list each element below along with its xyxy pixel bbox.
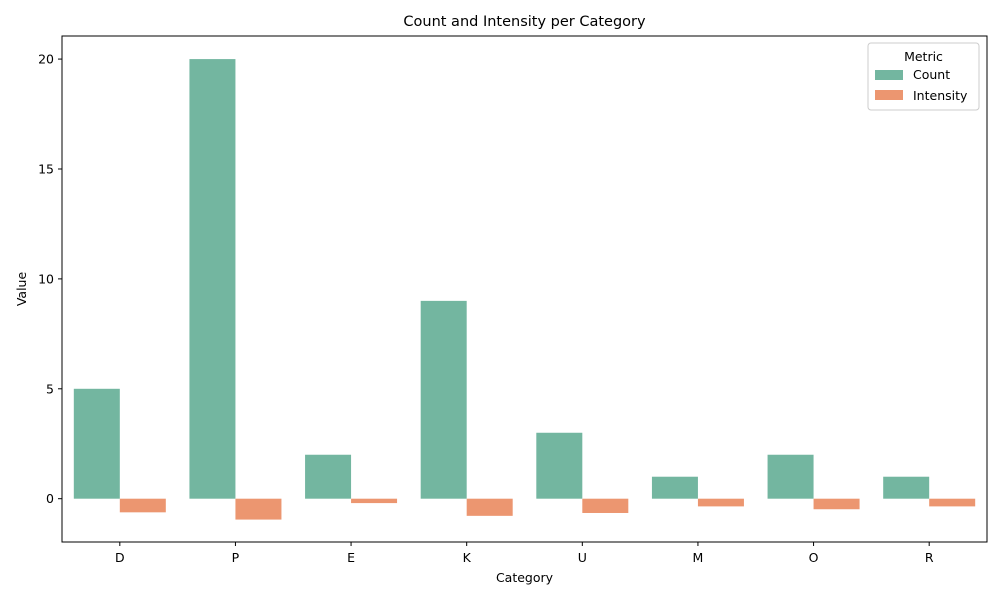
plot-frame: [61, 35, 988, 543]
bar-intensity-u: [582, 498, 629, 513]
x-tick-label-p: P: [232, 550, 240, 565]
bar-count-r: [883, 476, 930, 499]
legend-label-intensity: Intensity: [913, 88, 968, 103]
x-tick-label-e: E: [347, 550, 355, 565]
bar-intensity-k: [466, 498, 513, 516]
bar-count-e: [305, 454, 352, 499]
y-tick-label: 20: [38, 52, 54, 67]
x-tick-label-k: K: [463, 550, 472, 565]
bar-count-k: [420, 300, 467, 499]
x-tick-label-u: U: [578, 550, 587, 565]
y-axis-ticks: 0 5 10 15 20: [38, 52, 62, 506]
bar-intensity-d: [119, 498, 166, 513]
x-axis-label: Category: [496, 570, 554, 585]
y-tick-label: 15: [38, 161, 54, 176]
bar-intensity-e: [351, 498, 398, 504]
x-tick-label-o: O: [809, 550, 819, 565]
y-tick-label: 0: [46, 491, 54, 506]
chart-title: Count and Intensity per Category: [403, 14, 646, 30]
bar-intensity-o: [813, 498, 860, 510]
bar-intensity-r: [929, 498, 976, 507]
bar-count-p: [189, 59, 236, 499]
x-tick-label-m: M: [693, 550, 704, 565]
legend-swatch-count: [875, 70, 903, 80]
y-tick-label: 10: [38, 271, 54, 286]
bar-intensity-m: [697, 498, 744, 507]
x-tick-label-r: R: [925, 550, 934, 565]
bar-count-o: [767, 454, 814, 499]
bar-count-u: [536, 432, 583, 499]
x-tick-label-d: D: [115, 550, 125, 565]
legend: Metric Count Intensity: [867, 42, 980, 111]
bar-intensity-p: [235, 498, 282, 520]
legend-swatch-intensity: [875, 90, 903, 100]
legend-title: Metric: [904, 49, 943, 64]
bar-count-m: [651, 476, 698, 499]
legend-label-count: Count: [913, 67, 950, 82]
bars-group: [73, 59, 976, 520]
y-tick-label: 5: [46, 381, 54, 396]
y-axis-label: Value: [14, 272, 29, 307]
bar-count-d: [73, 388, 120, 499]
